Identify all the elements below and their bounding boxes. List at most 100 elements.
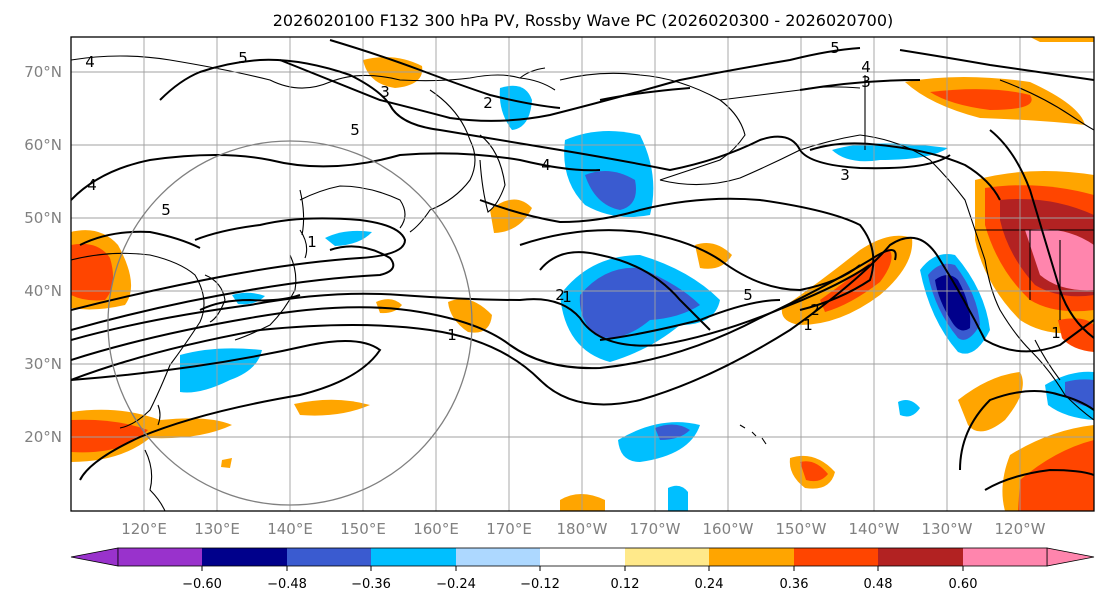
pv-contour-1 bbox=[71, 236, 1094, 406]
coast-pnw bbox=[859, 134, 1094, 421]
coast-okhotsk bbox=[299, 185, 406, 229]
anomaly-south-1 bbox=[560, 494, 605, 511]
lat-label: 50°N bbox=[24, 209, 62, 227]
lon-label: 120°W bbox=[995, 520, 1046, 538]
coastlines bbox=[71, 55, 1094, 511]
colorbar-tick-label: −0.60 bbox=[182, 577, 222, 592]
map-area: 5 4 3 2 3 5 4 4 5 5 4 3 2 1 1 1 2 1 5 1 bbox=[71, 37, 1094, 511]
neg-east-subtropics-core bbox=[1065, 379, 1094, 408]
neg-alaska-south bbox=[832, 143, 948, 162]
lon-label: 170°W bbox=[630, 520, 681, 538]
pv-contour-7 bbox=[71, 152, 601, 201]
colorbar-tick-label: −0.48 bbox=[267, 577, 307, 592]
pv-contour-14 bbox=[989, 129, 1094, 339]
border-us-canada bbox=[975, 229, 1094, 320]
pv-contour-12 bbox=[519, 229, 861, 292]
coast-sakhalin bbox=[299, 189, 305, 236]
coast-baja bbox=[1034, 339, 1061, 381]
neg-west-coast-core bbox=[935, 275, 971, 331]
colorbar-segment bbox=[456, 548, 540, 566]
colorbar-tick-marks bbox=[201, 566, 964, 571]
lon-label: 150°W bbox=[776, 520, 827, 538]
neg-hawaii-core bbox=[655, 424, 690, 440]
latitude-labels: 70°N 60°N 50°N 40°N 30°N 20°N bbox=[24, 63, 62, 446]
contour-label: 3 bbox=[840, 166, 850, 184]
lat-label: 70°N bbox=[24, 63, 62, 81]
contour-label: 4 bbox=[87, 176, 97, 194]
colorbar-segment bbox=[794, 548, 878, 566]
pv-contour-17 bbox=[959, 390, 1094, 491]
colorbar-segment bbox=[202, 548, 287, 566]
colorbar-tick-label: 0.48 bbox=[864, 577, 893, 592]
contour-label: 3 bbox=[380, 83, 390, 101]
lon-label: 170°E bbox=[486, 520, 532, 538]
pv-contour-18 bbox=[199, 294, 301, 311]
neg-bering-core bbox=[585, 171, 636, 210]
lon-label: 120°E bbox=[121, 520, 167, 538]
anomaly-mexico-core bbox=[1018, 440, 1094, 511]
lon-label: 130°W bbox=[922, 520, 973, 538]
longitude-labels: 120°E 130°E 140°E 150°E 160°E 170°E 180°… bbox=[121, 520, 1045, 538]
coast-aleutians bbox=[659, 134, 861, 186]
anomaly-subtropical-1 bbox=[294, 399, 370, 416]
contour-label: 2 bbox=[555, 286, 565, 304]
colorbar-segment bbox=[540, 548, 625, 566]
pv-contour-9 bbox=[279, 47, 861, 122]
contour-label: 1 bbox=[803, 316, 813, 334]
anomaly-south-china-sea-core bbox=[71, 419, 148, 453]
lat-label: 30°N bbox=[24, 355, 62, 373]
reference-circle bbox=[107, 140, 473, 506]
map-frame bbox=[70, 36, 1095, 512]
coast-japan bbox=[234, 229, 308, 341]
contour-labels: 5 4 3 2 3 5 4 4 5 5 4 3 2 1 1 1 2 1 5 1 bbox=[85, 39, 1061, 344]
lat-label: 20°N bbox=[24, 428, 62, 446]
colorbar-segment bbox=[709, 548, 794, 566]
neg-small-1 bbox=[898, 400, 920, 417]
lon-label: 180°W bbox=[557, 520, 608, 538]
anomaly-hawaii-east-core bbox=[800, 461, 828, 482]
pv-contour-2 bbox=[71, 249, 897, 370]
anomaly-alaska-north-core bbox=[930, 89, 1032, 110]
colorbar-tick-label: 0.24 bbox=[695, 577, 724, 592]
pv-contour-19 bbox=[79, 230, 201, 249]
colorbar-tick-label: 0.36 bbox=[780, 577, 809, 592]
colorbar-tick-label: −0.12 bbox=[520, 577, 560, 592]
pv-contour-15 bbox=[799, 49, 1094, 91]
colorbar-segment bbox=[878, 548, 963, 566]
pv-contour-13 bbox=[539, 251, 711, 331]
neg-okhotsk bbox=[325, 230, 372, 246]
neg-japan bbox=[232, 292, 265, 305]
colorbar-tick-label: −0.24 bbox=[436, 577, 476, 592]
contour-label: 5 bbox=[238, 49, 248, 67]
map-title: 2026020100 F132 300 hPa PV, Rossby Wave … bbox=[273, 11, 894, 30]
contour-label: 4 bbox=[861, 58, 871, 76]
contour-label: 1 bbox=[447, 326, 457, 344]
anomaly-small-1 bbox=[221, 458, 232, 468]
contour-label: 5 bbox=[743, 286, 753, 304]
colorbar-extend-right bbox=[1046, 547, 1095, 567]
colorbar-frame bbox=[117, 547, 1048, 567]
colorbar-extend-left bbox=[70, 547, 119, 567]
contour-label: 4 bbox=[541, 156, 551, 174]
coast-kamchatka bbox=[479, 134, 506, 213]
pv-contour-8 bbox=[159, 58, 951, 172]
lon-label: 160°W bbox=[703, 520, 754, 538]
pv-contour-6 bbox=[71, 340, 382, 481]
coast-philippines bbox=[144, 449, 166, 511]
contour-label: 5 bbox=[350, 121, 360, 139]
neg-south bbox=[668, 485, 688, 511]
lon-label: 140°W bbox=[849, 520, 900, 538]
anomaly-subtropical-east bbox=[958, 372, 1023, 432]
colorbar-segment bbox=[371, 548, 456, 566]
lon-label: 150°E bbox=[340, 520, 386, 538]
colorbar: −0.60 −0.48 −0.36 −0.24 −0.12 0.12 0.24 … bbox=[70, 547, 1095, 592]
contour-label: 1 bbox=[1051, 324, 1061, 342]
colorbar-tick-label: −0.36 bbox=[351, 577, 391, 592]
anomaly-central-pacific-1 bbox=[448, 298, 492, 333]
coast-china bbox=[71, 252, 205, 429]
pv-contour-16 bbox=[809, 142, 1001, 201]
coast-hawaii bbox=[739, 424, 767, 445]
coast-korea bbox=[204, 274, 226, 323]
lat-label: 60°N bbox=[24, 136, 62, 154]
